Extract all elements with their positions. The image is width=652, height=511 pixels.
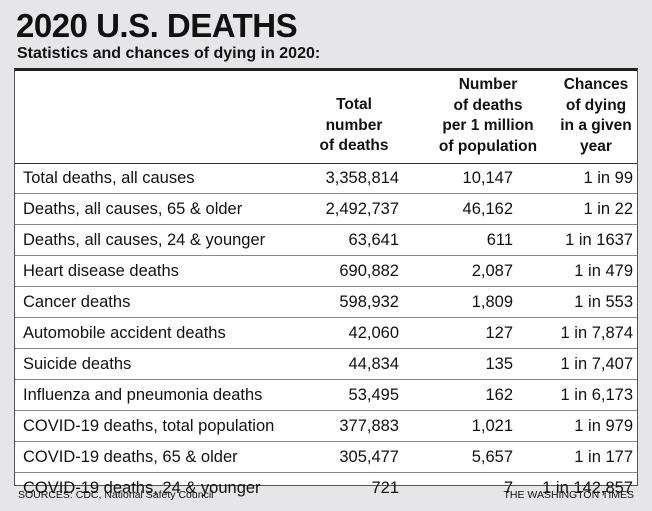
- cell-total-deaths: 3,358,814: [325, 169, 399, 187]
- cell-chance: 1 in 22: [583, 200, 633, 218]
- header-chances: Chances of dying in a given year: [560, 76, 632, 155]
- row-label: Deaths, all causes, 65 & older: [23, 200, 243, 218]
- row-label: Cancer deaths: [23, 293, 131, 311]
- cell-per-million: 162: [485, 386, 513, 404]
- cell-total-deaths: 377,883: [339, 417, 399, 435]
- table-body: Total deaths, all causes 3,358,814 10,147 1…: [15, 163, 637, 503]
- header-total-deaths: Total number of deaths: [319, 96, 389, 154]
- row-label: COVID-19 deaths, 24 & younger: [23, 479, 261, 497]
- cell-chance: 1 in 99: [583, 169, 633, 187]
- row-label: Influenza and pneumonia deaths: [23, 386, 263, 404]
- table-row: Heart disease deaths 690,882 2,087 1 in 479: [15, 256, 637, 287]
- page-title: 2020 U.S. DEATHS: [16, 7, 298, 44]
- row-label: COVID-19 deaths, 65 & older: [23, 448, 238, 466]
- row-label: Deaths, all causes, 24 & younger: [23, 231, 266, 249]
- sources-note: SOURCES: CDC, National Safety Council: [18, 489, 214, 501]
- cell-per-million: 10,147: [462, 169, 513, 187]
- row-label: Total deaths, all causes: [23, 169, 195, 187]
- cell-chance: 1 in 177: [574, 448, 633, 466]
- cell-per-million: 127: [485, 324, 513, 342]
- table-row: Total deaths, all causes 3,358,814 10,147 1…: [15, 163, 637, 194]
- cell-total-deaths: 63,641: [348, 231, 399, 249]
- stats-table: Total number of deaths Number of deaths …: [14, 68, 638, 497]
- row-label: Heart disease deaths: [23, 262, 179, 280]
- table-row: Deaths, all causes, 24 & younger 63,641 61…: [15, 225, 637, 256]
- cell-total-deaths: 53,495: [348, 386, 399, 404]
- cell-per-million: 7: [503, 479, 513, 497]
- table-row: Automobile accident deaths 42,060 127 1 in …: [15, 318, 637, 349]
- cell-chance: 1 in 1637: [565, 231, 633, 249]
- cell-chance: 1 in 979: [574, 417, 633, 435]
- cell-per-million: 5,657: [471, 448, 513, 466]
- cell-chance: 1 in 7,407: [560, 355, 633, 373]
- cell-chance: 1 in 553: [574, 293, 633, 311]
- table-row: COVID-19 deaths, 24 & younger 721 7 1 in 14…: [15, 473, 637, 503]
- cell-total-deaths: 305,477: [339, 448, 399, 466]
- table-row: Deaths, all causes, 65 & older 2,492,737 4…: [15, 194, 637, 225]
- publisher-credit: THE WASHINGTON TIMES: [503, 489, 634, 501]
- table-row: COVID-19 deaths, 65 & older 305,477 5,657 1…: [15, 442, 637, 473]
- page-subtitle: Statistics and chances of dying in 2020:: [17, 45, 321, 62]
- table-row: Cancer deaths 598,932 1,809 1 in 553: [15, 287, 637, 318]
- cell-total-deaths: 42,060: [348, 324, 399, 342]
- cell-chance: 1 in 6,173: [560, 386, 633, 404]
- cell-total-deaths: 721: [371, 479, 399, 497]
- cell-chance: 1 in 479: [574, 262, 633, 280]
- cell-total-deaths: 44,834: [348, 355, 399, 373]
- table-row: Suicide deaths 44,834 135 1 in 7,407: [15, 349, 637, 380]
- row-label: COVID-19 deaths, total population: [23, 417, 275, 435]
- cell-per-million: 135: [485, 355, 513, 373]
- cell-chance: 1 in 7,874: [560, 324, 633, 342]
- cell-total-deaths: 2,492,737: [325, 200, 399, 218]
- cell-chance: 1 in 142,857: [542, 479, 633, 497]
- cell-per-million: 611: [486, 231, 513, 249]
- table-header: Total number of deaths Number of deaths …: [15, 71, 637, 164]
- table-row: Influenza and pneumonia deaths 53,495 162 1…: [15, 380, 637, 411]
- cell-per-million: 46,162: [462, 200, 513, 218]
- cell-per-million: 2,087: [471, 262, 513, 280]
- cell-total-deaths: 690,882: [339, 262, 399, 280]
- table-row: COVID-19 deaths, total population 377,883…: [15, 411, 637, 442]
- cell-per-million: 1,021: [471, 417, 513, 435]
- cell-total-deaths: 598,932: [339, 293, 399, 311]
- header-per-million: Number of deaths per 1 million of popula…: [438, 76, 538, 155]
- row-label: Automobile accident deaths: [23, 324, 226, 342]
- footer: SOURCES: CDC, National Safety Council TH…: [18, 488, 634, 504]
- cell-per-million: 1,809: [471, 293, 513, 311]
- row-label: Suicide deaths: [23, 355, 132, 373]
- graphic-frame: 2020 U.S. DEATHS Statistics and chances …: [6, 6, 646, 505]
